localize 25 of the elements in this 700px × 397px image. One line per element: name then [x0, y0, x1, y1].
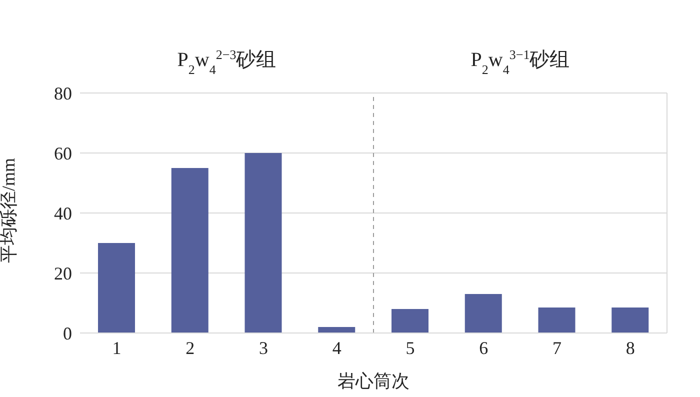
text: P$_{2}$w$_{4}$$^{2−3}$砂组 — [177, 46, 276, 76]
bar — [244, 153, 282, 333]
x-tick-label: 6 — [479, 338, 488, 358]
bar — [612, 308, 649, 333]
bar — [464, 294, 502, 333]
x-tick-label: 5 — [406, 338, 415, 358]
y-tick-label: 80 — [54, 83, 72, 104]
x-axis-title: 岩心筒次 — [338, 371, 410, 391]
bar — [171, 168, 208, 333]
bar — [392, 309, 428, 333]
x-tick-label: 8 — [626, 338, 635, 358]
bar — [538, 308, 576, 333]
y-axis-title: 平均砾径/mm — [0, 158, 18, 263]
y-tick-label: 20 — [54, 263, 72, 284]
y-tick-label: 40 — [54, 203, 72, 224]
x-tick-label: 3 — [258, 338, 268, 358]
x-tick-label: 2 — [186, 338, 195, 358]
bar — [98, 243, 135, 333]
bar — [318, 327, 356, 333]
y-tick-label: 0 — [63, 323, 72, 344]
x-tick-label: 1 — [112, 338, 122, 358]
text: P$_{2}$w$_{4}$$^{3−1}$砂组 — [470, 46, 570, 76]
x-tick-label: 4 — [332, 338, 342, 358]
y-tick-label: 60 — [54, 143, 72, 164]
x-tick-label: 7 — [552, 338, 562, 358]
